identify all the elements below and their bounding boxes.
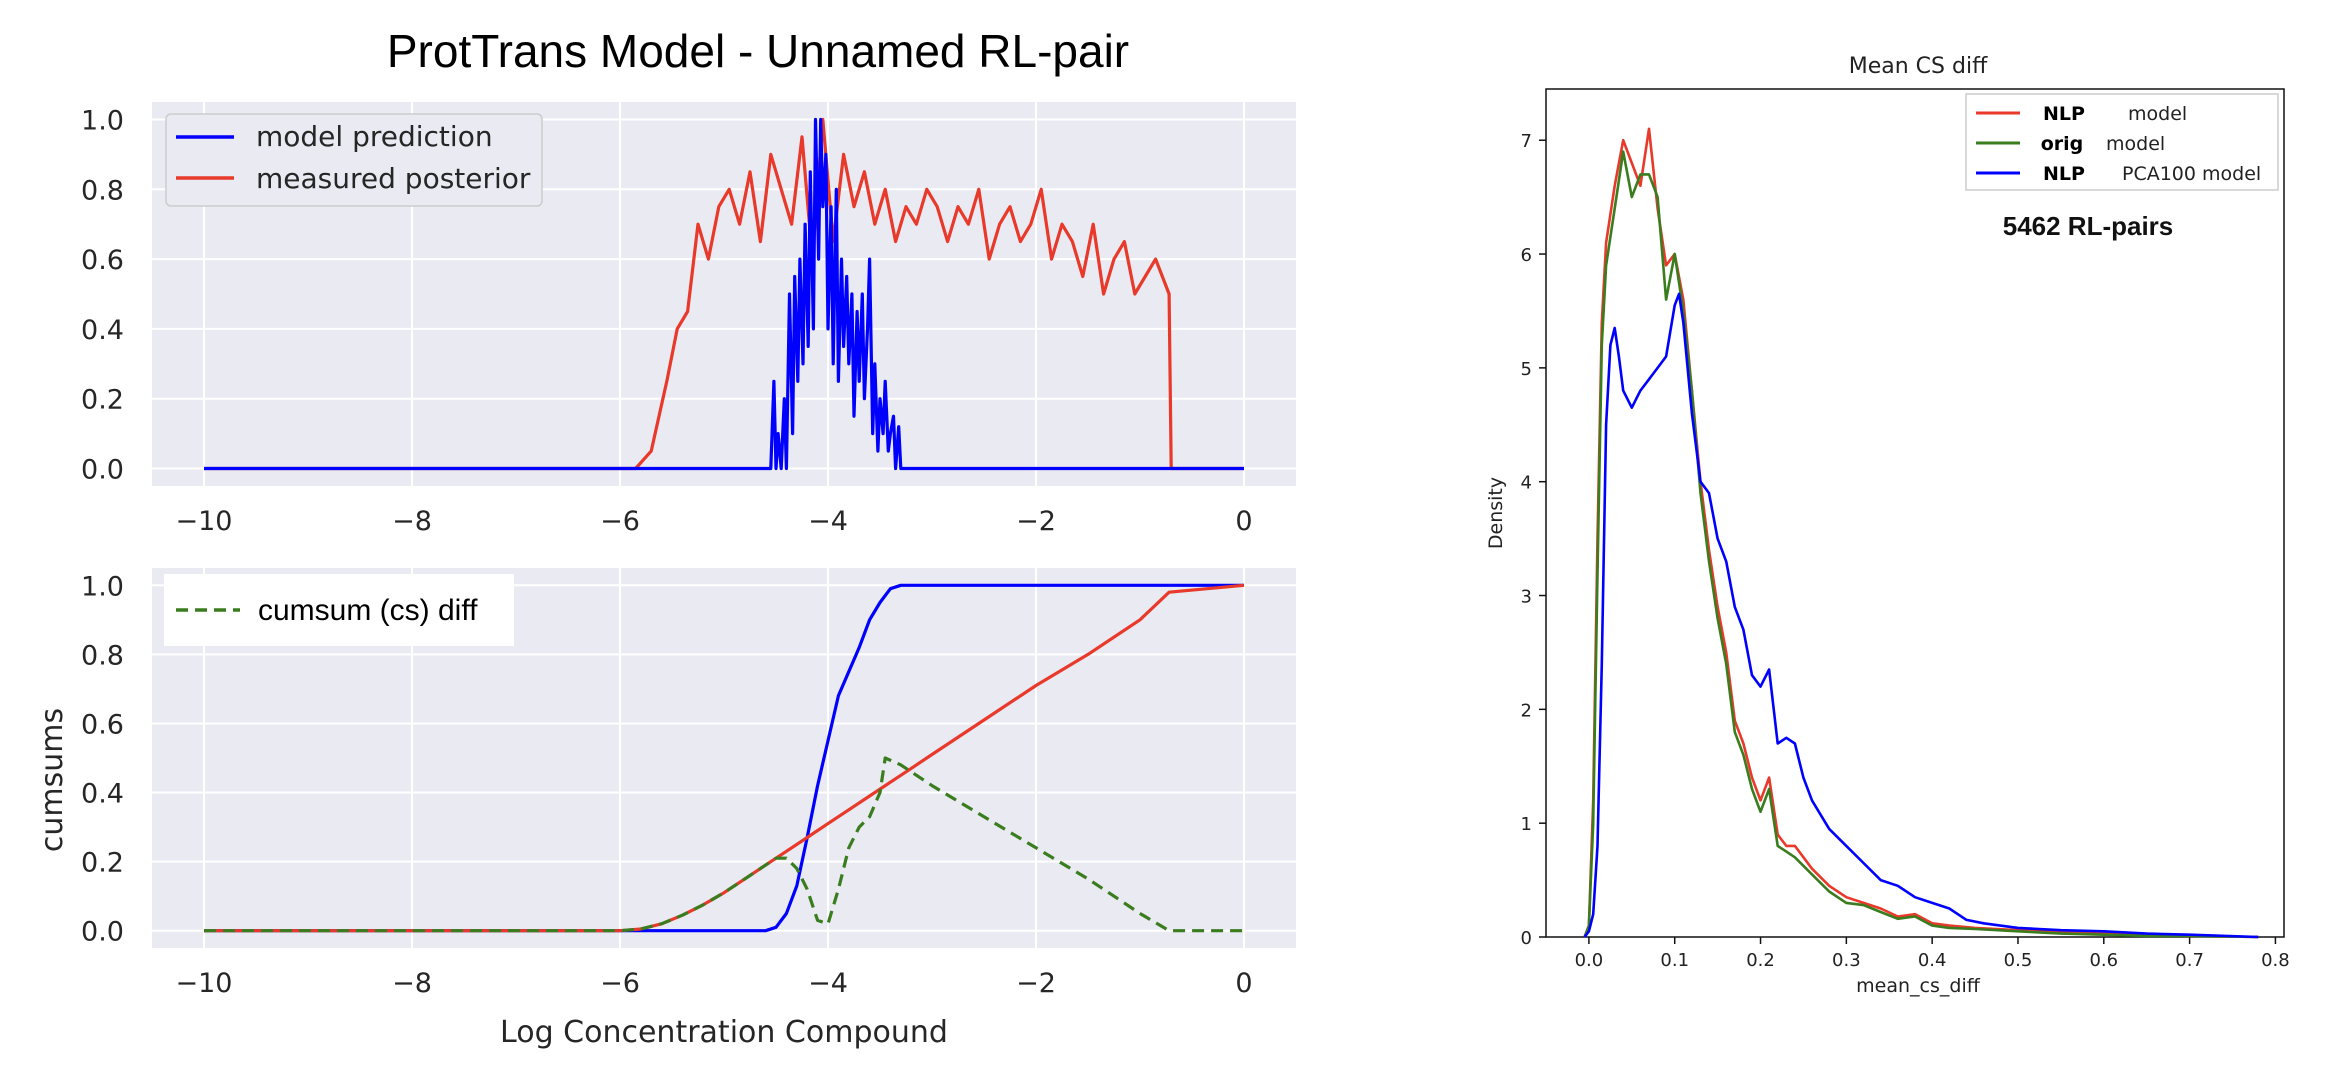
density-x-tick-label: 0.3 [1832, 950, 1861, 971]
legend-orig-model-rest: model [2106, 133, 2165, 155]
bottom-x-axis-label: Log Concentration Compound [500, 1015, 948, 1050]
density-title: Mean CS diff [1849, 54, 1988, 79]
suptitle: ProtTrans Model - Unnamed RL-pair [387, 25, 1129, 77]
density-y-tick-label: 1 [1521, 814, 1532, 835]
bottom-x-tick-label: −10 [176, 968, 233, 999]
top-x-tick-label: −8 [392, 506, 432, 537]
bottom-line-cumsum-cs-diff [204, 756, 1244, 933]
density-legend: NLP model orig model NLP PCA100 model [1965, 93, 2279, 191]
top-y-tick-label: 0.2 [81, 385, 124, 416]
bottom-x-tick-label: −8 [392, 968, 432, 999]
bottom-y-tick-label: 0.0 [81, 917, 124, 948]
top-y-tick-label: 0.0 [81, 455, 124, 486]
density-x-tick-label: 0.1 [1660, 950, 1689, 971]
bottom-y-axis-label: cumsums [35, 708, 70, 852]
bottom-x-tick-label: −4 [808, 968, 848, 999]
bottom-legend: cumsum (cs) diff [164, 574, 514, 646]
bottom-x-tick-label: 0 [1235, 968, 1252, 999]
density-panel: Mean CS diff 0.0 0.1 0.2 0.3 0.4 0.5 0.6 0.7 0.8… [1485, 54, 2290, 997]
density-y-tick-label: 5 [1521, 359, 1532, 380]
bottom-y-tick-label: 0.8 [81, 640, 124, 671]
bottom-x-tick-labels: −10 −8 −6 −4 −2 0 [176, 968, 1253, 999]
density-series-lines [1583, 127, 2259, 939]
density-x-tick-label: 0.7 [2175, 950, 2204, 971]
density-x-tick-label: 0.0 [1575, 950, 1604, 971]
density-y-tick-label: 4 [1521, 473, 1532, 494]
density-y-axis-label: Density [1485, 477, 1507, 549]
density-x-tick-label: 0.2 [1746, 950, 1775, 971]
legend-nlp-model-bold: NLP [2043, 103, 2085, 125]
bottom-x-tick-label: −2 [1016, 968, 1056, 999]
density-line-nlp-pca100-model [1583, 292, 2259, 939]
legend-label-cumsum-diff: cumsum (cs) diff [258, 594, 478, 627]
bottom-y-tick-labels: 0.0 0.2 0.4 0.6 0.8 1.0 [81, 571, 124, 947]
top-y-tick-label: 1.0 [81, 105, 124, 136]
bottom-line-model-prediction [204, 583, 1244, 933]
top-legend: model prediction measured posterior [165, 113, 543, 207]
density-y-tick-label: 2 [1521, 700, 1532, 721]
top-panel: 0.0 0.2 0.4 0.6 0.8 1.0 −10 −8 −6 −4 −2 0 model pr… [81, 102, 1296, 537]
legend-orig-model-bold: orig [2041, 133, 2084, 155]
legend-label-measured-posterior: measured posterior [256, 162, 531, 195]
top-y-tick-label: 0.6 [81, 245, 124, 276]
bottom-y-tick-label: 0.6 [81, 709, 124, 740]
top-series-lines [204, 117, 1244, 471]
density-x-tick-label: 0.4 [1918, 950, 1947, 971]
top-line-model-prediction [204, 117, 1244, 471]
top-line-measured-posterior [204, 117, 1244, 471]
top-x-tick-label: −6 [600, 506, 640, 537]
top-y-tick-labels: 0.0 0.2 0.4 0.6 0.8 1.0 [81, 105, 124, 485]
density-y-tick-label: 3 [1521, 587, 1532, 608]
top-y-tick-label: 0.4 [81, 315, 124, 346]
bottom-line-measured-posterior [204, 583, 1245, 933]
top-x-tick-label: −2 [1016, 506, 1056, 537]
bottom-x-tick-label: −6 [600, 968, 640, 999]
bottom-panel: 0.0 0.2 0.4 0.6 0.8 1.0 −10 −8 −6 −4 −2 0 cumsum (… [35, 568, 1296, 1050]
density-line-nlp-model [1583, 127, 2259, 939]
density-annotation: 5462 RL-pairs [2003, 211, 2174, 241]
density-line-orig-model [1583, 150, 2259, 939]
density-x-tick-label: 0.5 [2004, 950, 2033, 971]
bottom-y-tick-label: 0.4 [81, 779, 124, 810]
bottom-series-lines [204, 583, 1245, 933]
top-x-tick-label: 0 [1235, 506, 1252, 537]
density-y-tick-label: 7 [1521, 131, 1532, 152]
density-x-tick-label: 0.6 [2089, 950, 2118, 971]
legend-label-model-prediction: model prediction [256, 120, 493, 153]
density-y-tick-label: 0 [1521, 928, 1532, 949]
density-y-tick-label: 6 [1521, 245, 1532, 266]
legend-nlp-pca100-rest: PCA100 model [2122, 163, 2261, 185]
bottom-y-tick-label: 1.0 [81, 571, 124, 602]
density-x-axis-label: mean_cs_diff [1856, 975, 1981, 997]
density-axes-frame [1545, 88, 2285, 938]
top-x-tick-label: −4 [808, 506, 848, 537]
top-x-tick-labels: −10 −8 −6 −4 −2 0 [176, 506, 1253, 537]
density-ticks: 0.0 0.1 0.2 0.3 0.4 0.5 0.6 0.7 0.8 0 1 2 3 4 5 6 7 [1521, 131, 2290, 971]
bottom-y-tick-label: 0.2 [81, 848, 124, 879]
top-y-tick-label: 0.8 [81, 175, 124, 206]
top-legend-box [165, 113, 543, 207]
legend-nlp-model-rest: model [2128, 103, 2187, 125]
density-x-tick-label: 0.8 [2261, 950, 2290, 971]
legend-nlp-pca100-bold: NLP [2043, 163, 2085, 185]
top-x-tick-label: −10 [176, 506, 233, 537]
